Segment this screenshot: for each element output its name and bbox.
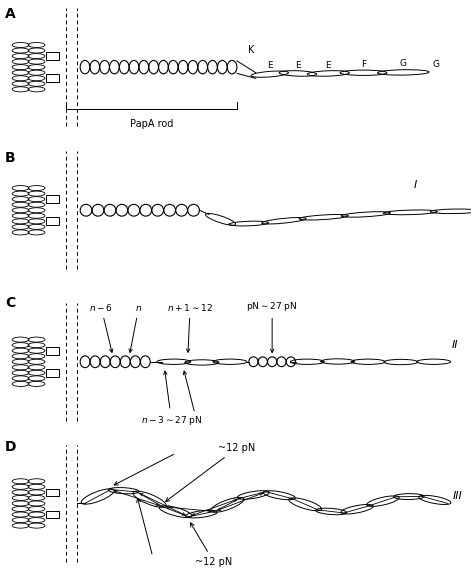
- Text: E: E: [267, 61, 273, 70]
- Text: A: A: [5, 7, 16, 21]
- Text: I: I: [413, 180, 417, 190]
- Text: $n-3{\sim}27$ pN: $n-3{\sim}27$ pN: [141, 371, 202, 427]
- Text: G: G: [400, 60, 407, 68]
- Text: ~12 pN: ~12 pN: [191, 523, 232, 567]
- Text: ~12 pN: ~12 pN: [165, 443, 255, 501]
- Text: $n$: $n$: [129, 304, 142, 353]
- Text: B: B: [5, 152, 16, 166]
- Text: $n-6$: $n-6$: [89, 302, 113, 353]
- Text: PapA rod: PapA rod: [130, 119, 173, 129]
- Text: D: D: [5, 441, 17, 455]
- Text: E: E: [326, 61, 331, 69]
- Text: $n+1{\sim}12$: $n+1{\sim}12$: [167, 302, 213, 352]
- Text: K: K: [248, 45, 254, 56]
- Text: III: III: [452, 492, 462, 501]
- Text: C: C: [5, 296, 15, 310]
- Text: F: F: [361, 60, 366, 69]
- Text: G: G: [433, 60, 439, 69]
- Text: II: II: [452, 340, 458, 350]
- Text: pN${\sim}$27 pN: pN${\sim}$27 pN: [246, 300, 298, 353]
- Text: E: E: [295, 61, 301, 69]
